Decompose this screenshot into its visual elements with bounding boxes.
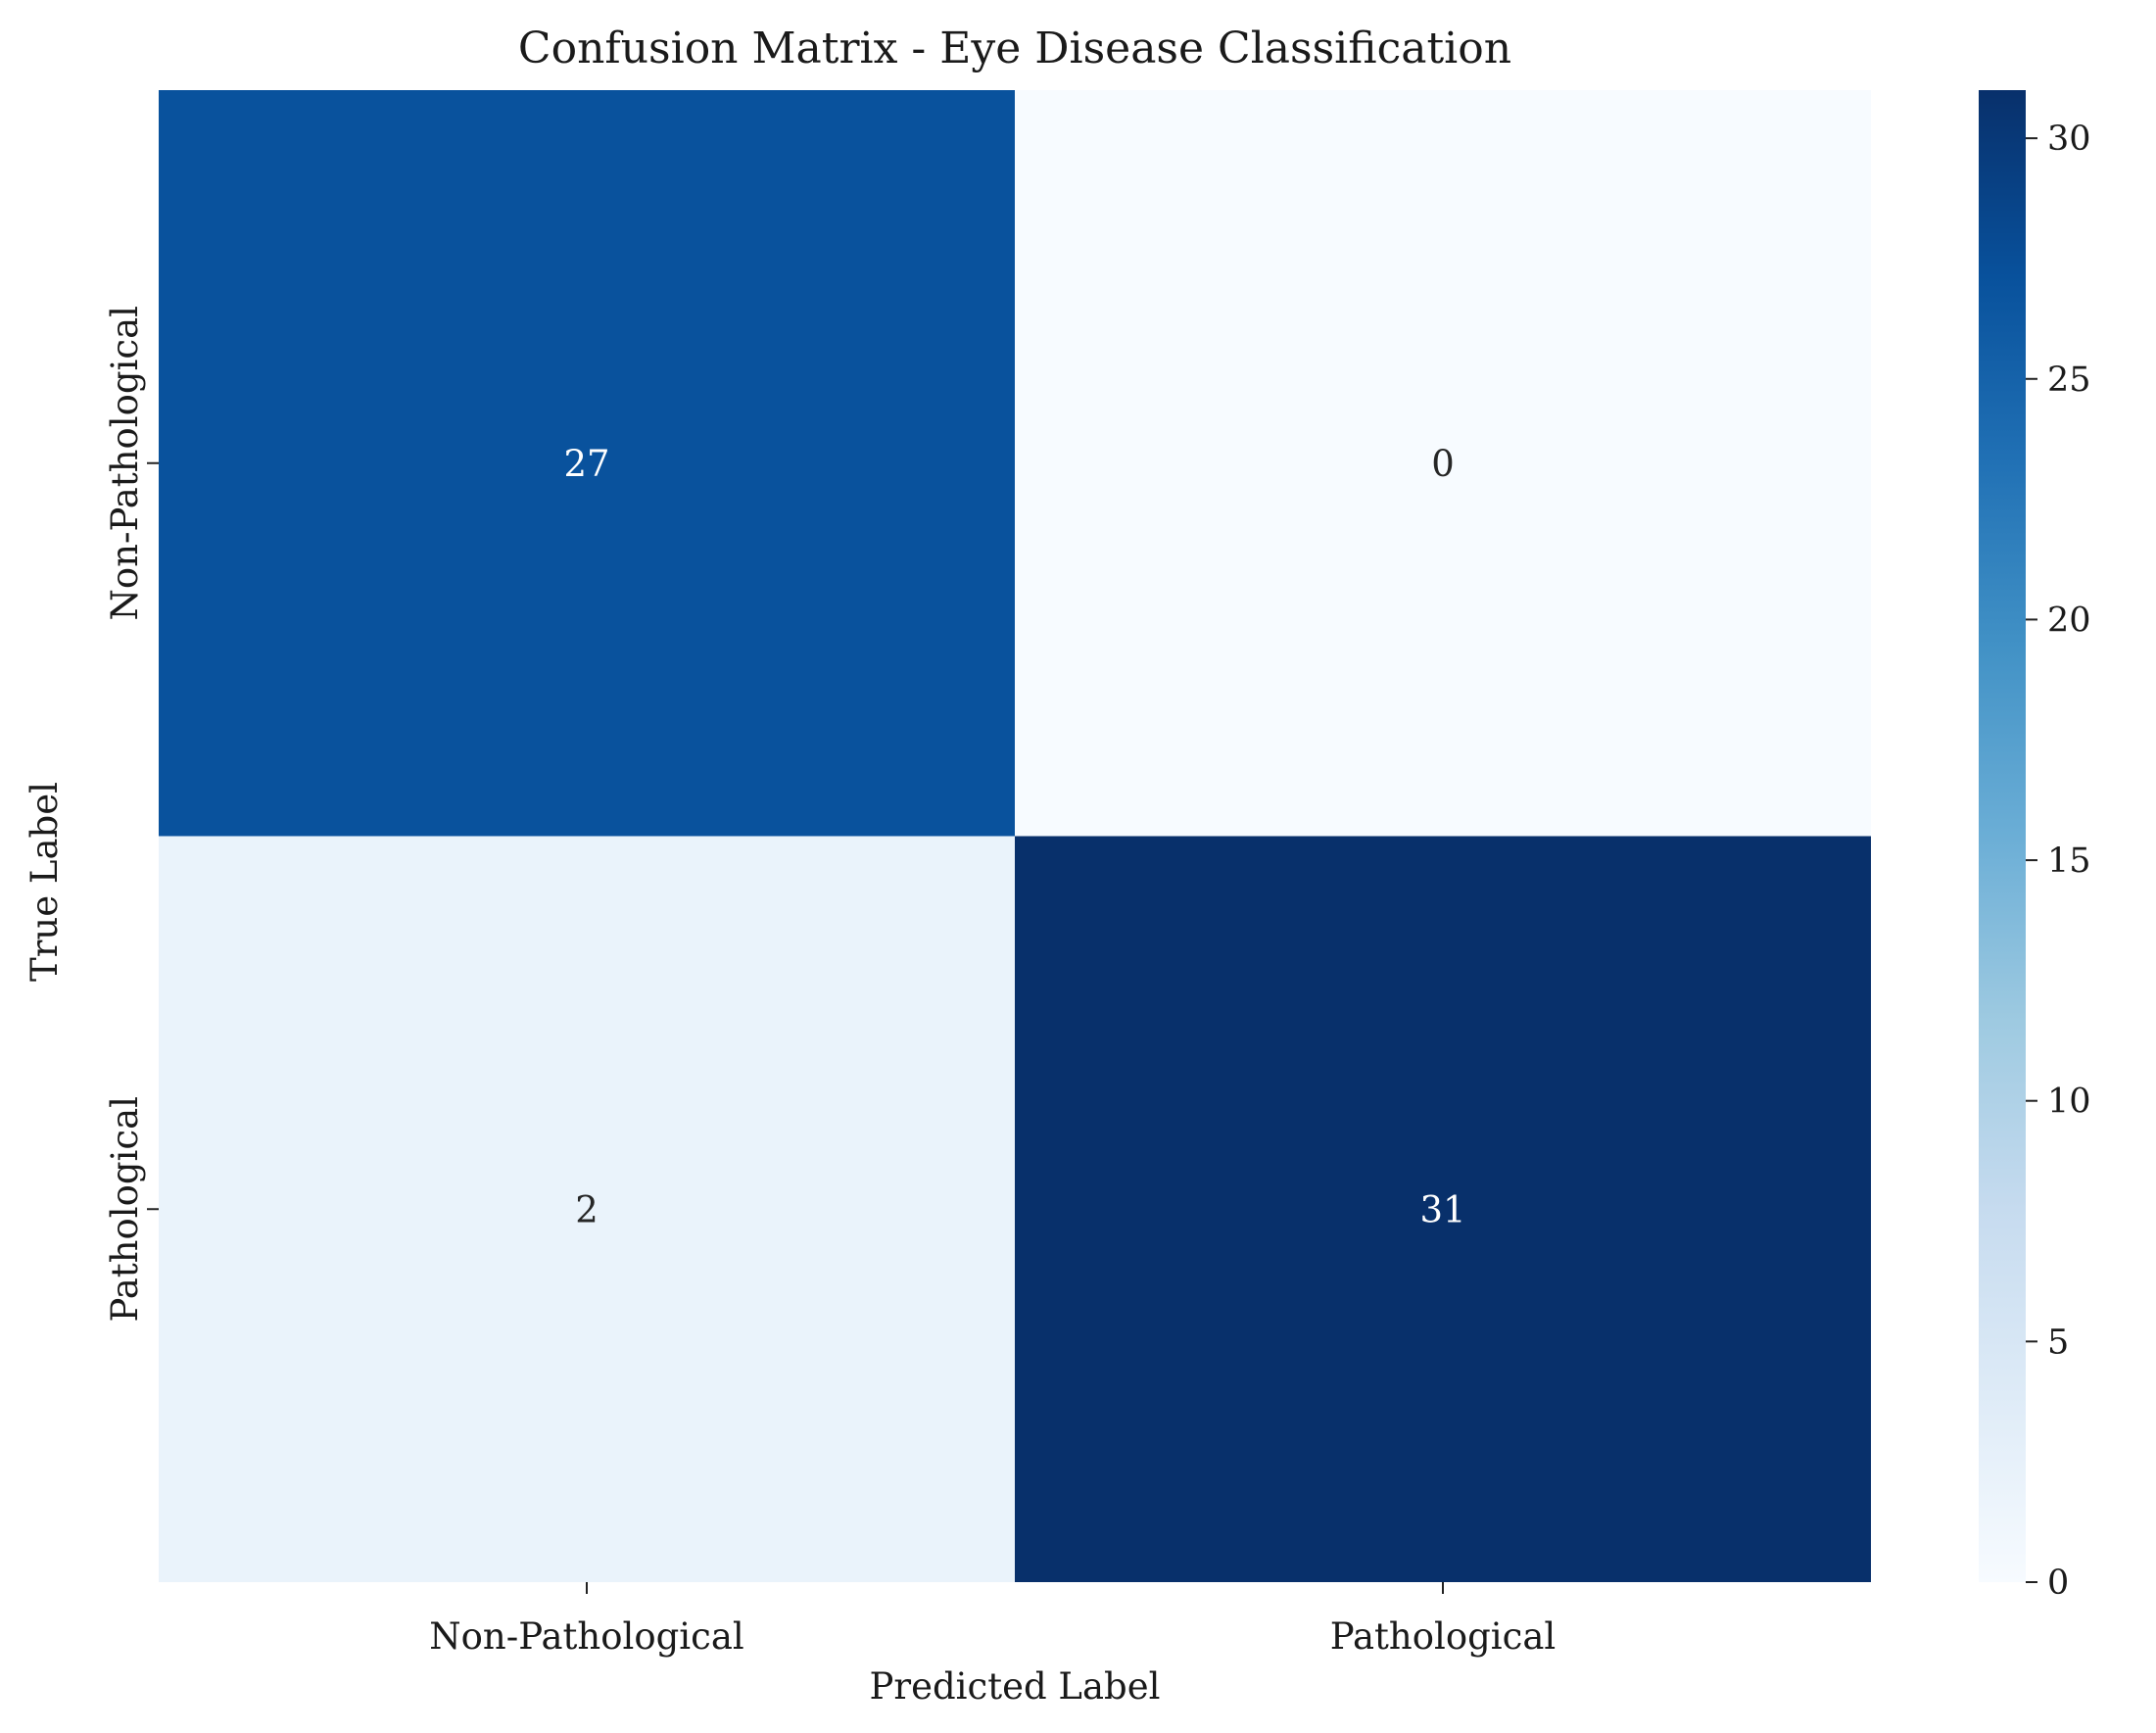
heatmap-cell-r1-c0 (159, 836, 1015, 1582)
colorbar (1979, 90, 2026, 1582)
x-tick-label: Pathological (1330, 1615, 1557, 1658)
heatmap-cell-labels: 27 0 2 31 (563, 443, 1465, 1231)
y-tick-label: Pathological (104, 1096, 146, 1323)
heatmap-cell-r0-c0 (159, 90, 1015, 837)
x-axis-ticks: Non-Pathological Pathological (429, 1582, 1556, 1658)
y-axis-ticks: Non-Pathological Pathological (104, 306, 159, 1323)
colorbar-tick-label: 15 (2047, 842, 2091, 881)
colorbar-tick-label: 30 (2047, 120, 2091, 159)
heatmap-cell-r1-c1 (1015, 836, 1871, 1582)
colorbar-tick-label: 5 (2047, 1323, 2069, 1362)
colorbar-tick-label: 25 (2047, 361, 2091, 400)
heatmap-cells (159, 90, 1871, 1582)
cell-value-r0-c0: 27 (563, 443, 609, 485)
y-axis-label: True Label (24, 782, 66, 982)
colorbar-tick-label: 0 (2047, 1564, 2069, 1603)
y-tick-label: Non-Pathological (104, 306, 146, 621)
chart-title: Confusion Matrix - Eye Disease Classific… (518, 24, 1511, 73)
heatmap-cell-r0-c1 (1015, 90, 1871, 837)
x-axis-label: Predicted Label (870, 1665, 1161, 1708)
cell-value-r0-c1: 0 (1431, 443, 1455, 485)
cell-value-r1-c0: 2 (575, 1188, 599, 1230)
colorbar-tick-label: 20 (2047, 601, 2091, 640)
colorbar-tick-label: 10 (2047, 1083, 2091, 1122)
cell-value-r1-c1: 31 (1419, 1188, 1465, 1230)
colorbar-ticks: 0 5 10 15 20 25 30 (2026, 120, 2091, 1603)
x-tick-label: Non-Pathological (429, 1615, 744, 1658)
